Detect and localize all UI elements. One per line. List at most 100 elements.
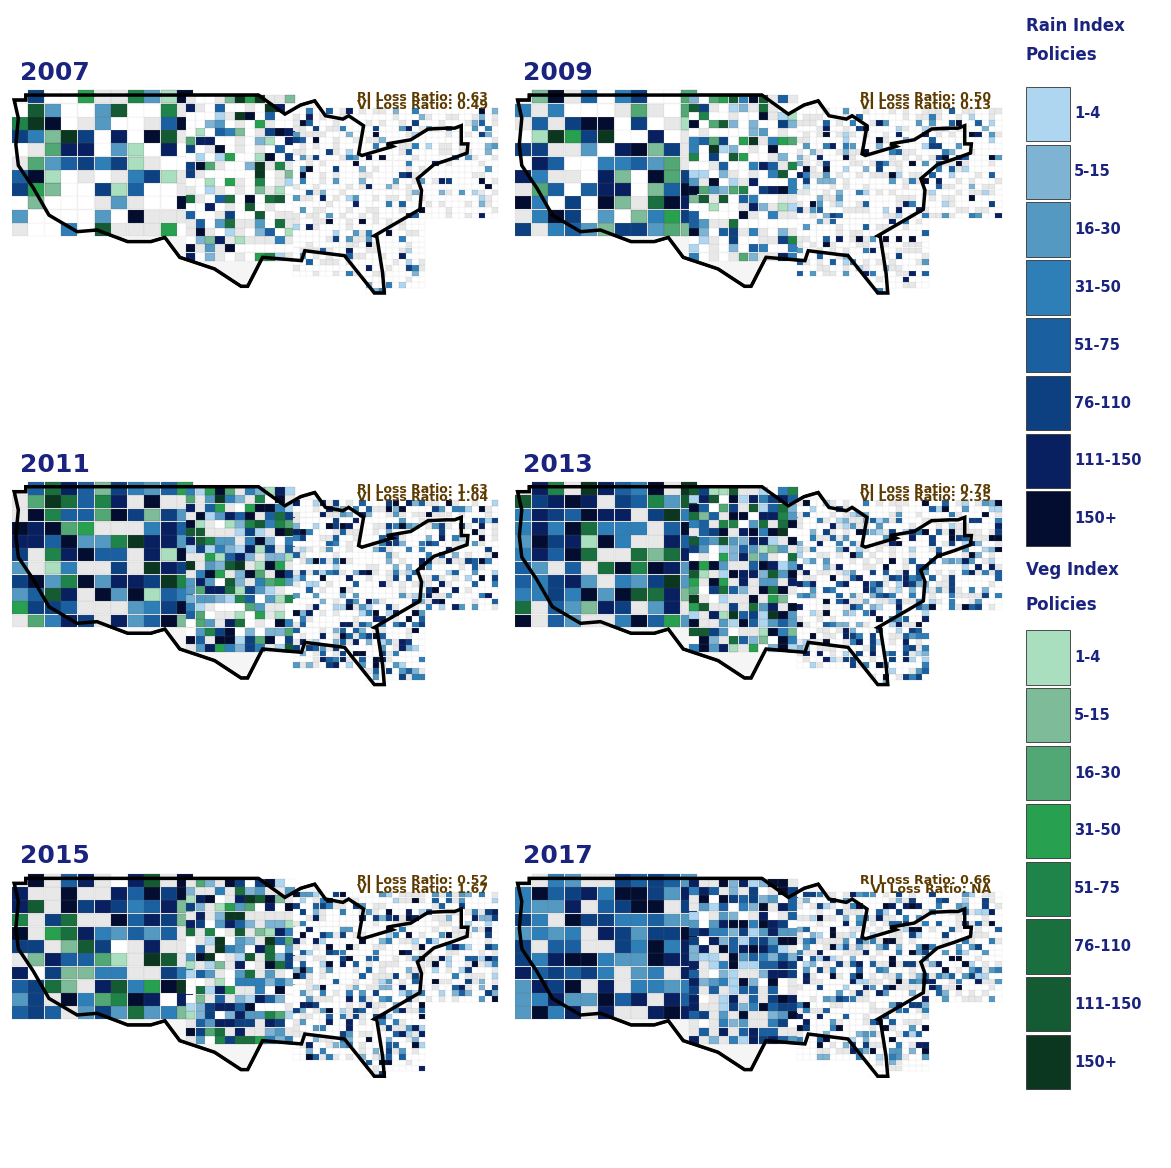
Bar <box>419 1008 425 1014</box>
Bar <box>836 1043 843 1048</box>
Bar <box>863 645 869 651</box>
Bar <box>856 610 863 616</box>
Bar <box>44 144 61 157</box>
Bar <box>359 593 365 598</box>
Bar <box>903 651 909 656</box>
Bar <box>285 128 295 137</box>
Bar <box>963 932 968 938</box>
Bar <box>333 500 340 506</box>
Bar <box>856 529 863 535</box>
Bar <box>739 211 748 220</box>
Bar <box>870 633 876 639</box>
Bar <box>863 662 869 668</box>
Bar <box>870 506 876 512</box>
Bar <box>78 874 94 887</box>
Bar <box>111 549 128 562</box>
Bar <box>205 520 215 528</box>
Bar <box>719 503 728 512</box>
Bar <box>196 545 205 552</box>
Bar <box>816 178 823 183</box>
Bar <box>320 588 326 592</box>
Bar <box>719 887 728 895</box>
Bar <box>245 120 255 128</box>
Bar <box>28 196 44 209</box>
Bar <box>929 189 936 195</box>
Bar <box>810 155 816 160</box>
Bar <box>728 904 739 911</box>
Bar <box>648 926 664 939</box>
Bar <box>300 218 307 224</box>
Bar <box>759 487 768 495</box>
Bar <box>870 259 876 265</box>
Bar <box>876 582 883 586</box>
Bar <box>923 621 929 627</box>
Bar <box>748 1036 759 1044</box>
Bar <box>830 517 836 523</box>
Bar <box>285 912 295 919</box>
Bar <box>439 961 445 967</box>
Bar <box>472 979 479 985</box>
Bar <box>367 639 372 645</box>
Bar <box>307 955 313 961</box>
Bar <box>379 985 385 990</box>
Bar <box>265 96 275 103</box>
Bar <box>255 961 265 969</box>
Bar <box>768 895 779 903</box>
Bar <box>982 588 988 592</box>
Bar <box>748 1028 759 1036</box>
Bar <box>943 605 949 610</box>
Bar <box>748 520 759 528</box>
Bar <box>255 153 265 161</box>
Bar <box>699 203 708 211</box>
Bar <box>796 150 803 154</box>
Bar <box>333 1002 340 1008</box>
Bar <box>863 1037 869 1042</box>
Bar <box>367 680 372 686</box>
Bar <box>856 973 863 979</box>
Bar <box>359 582 365 586</box>
Bar <box>399 144 405 148</box>
Bar <box>823 547 829 552</box>
Bar <box>426 144 432 148</box>
Bar <box>870 1059 876 1065</box>
Bar <box>836 1054 843 1059</box>
Bar <box>995 120 1001 126</box>
Bar <box>943 178 949 183</box>
Bar <box>689 904 699 911</box>
Bar <box>367 599 372 604</box>
Bar <box>779 520 788 528</box>
Bar <box>843 230 849 236</box>
Bar <box>923 938 929 944</box>
Bar <box>856 1020 863 1024</box>
Bar <box>816 593 823 598</box>
Bar <box>367 564 372 570</box>
Bar <box>406 236 412 242</box>
Bar <box>889 138 896 144</box>
Bar <box>903 189 909 195</box>
Bar <box>372 1071 379 1077</box>
Bar <box>485 903 492 909</box>
Bar <box>320 558 326 564</box>
Bar <box>367 172 372 178</box>
Bar <box>313 138 320 144</box>
Bar <box>836 166 843 172</box>
Bar <box>399 570 405 576</box>
Bar <box>631 210 648 223</box>
Bar <box>748 978 759 986</box>
Bar <box>340 150 345 154</box>
Bar <box>215 578 225 586</box>
Bar <box>803 1043 809 1048</box>
Bar <box>293 588 300 592</box>
Bar <box>810 120 816 126</box>
Bar <box>285 153 295 161</box>
Bar <box>836 207 843 213</box>
Bar <box>796 207 803 213</box>
Bar <box>648 589 664 602</box>
Bar <box>909 120 916 126</box>
Bar <box>340 201 345 207</box>
Bar <box>631 602 648 614</box>
Bar <box>300 126 307 132</box>
Bar <box>728 487 739 495</box>
Bar <box>245 536 255 544</box>
Bar <box>843 582 849 586</box>
